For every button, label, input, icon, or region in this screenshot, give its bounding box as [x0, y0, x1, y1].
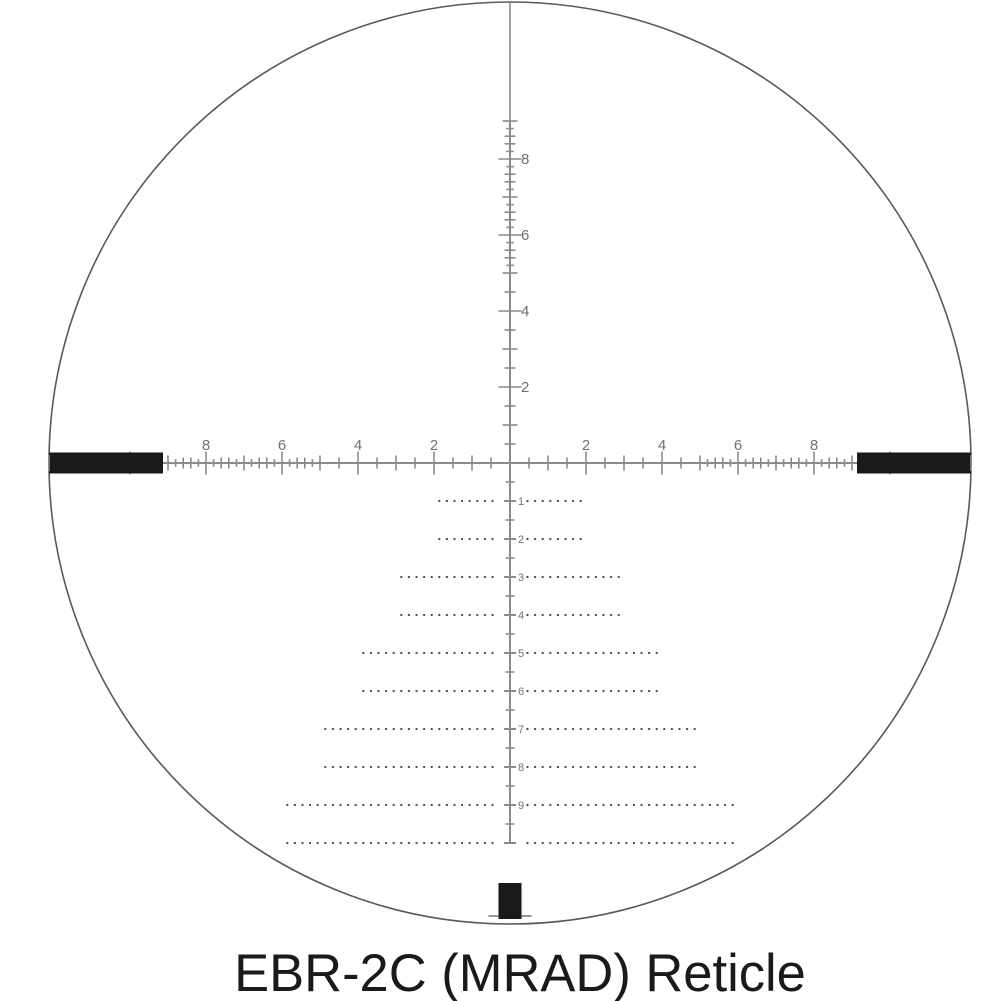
svg-text:6: 6: [521, 227, 529, 244]
svg-text:2: 2: [521, 379, 529, 396]
svg-text:6: 6: [278, 437, 286, 454]
svg-text:3: 3: [518, 572, 524, 584]
svg-text:6: 6: [734, 437, 742, 454]
svg-text:4: 4: [354, 437, 362, 454]
svg-text:5: 5: [518, 648, 524, 660]
svg-text:4: 4: [521, 303, 529, 320]
svg-text:2: 2: [430, 437, 438, 454]
svg-text:EBR-2C (MRAD) Reticle: EBR-2C (MRAD) Reticle: [234, 944, 806, 1001]
svg-text:8: 8: [202, 437, 210, 454]
svg-text:4: 4: [518, 610, 524, 622]
svg-text:6: 6: [518, 686, 524, 698]
svg-text:8: 8: [810, 437, 818, 454]
svg-text:1: 1: [518, 496, 524, 508]
svg-text:8: 8: [521, 151, 529, 168]
svg-text:4: 4: [658, 437, 666, 454]
svg-text:2: 2: [518, 534, 524, 546]
svg-text:2: 2: [582, 437, 590, 454]
svg-text:7: 7: [518, 724, 524, 736]
svg-text:9: 9: [518, 800, 524, 812]
svg-text:8: 8: [518, 762, 524, 774]
